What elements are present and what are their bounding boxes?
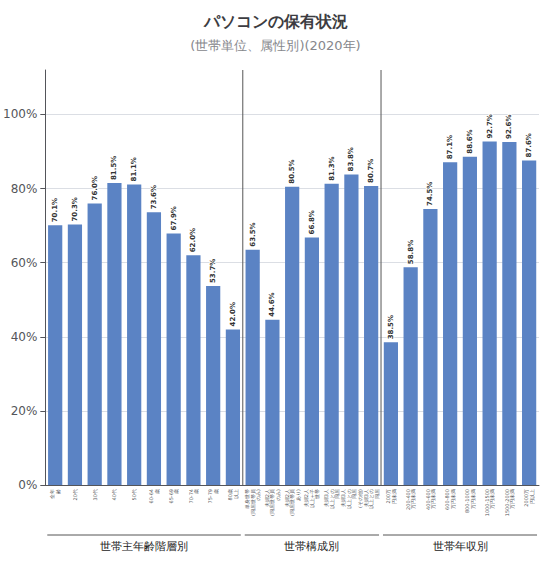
svg-text:92.6%: 92.6% [505,115,513,139]
svg-text:万円未満: 万円未満 [489,489,495,509]
svg-text:66.8%: 66.8% [308,210,316,234]
svg-text:万円未満: 万円未満 [430,489,436,509]
svg-text:(世帯単位、属性別)(2020年): (世帯単位、属性別)(2020年) [190,38,360,53]
svg-text:87.1%: 87.1% [446,135,454,159]
svg-text:万円未満: 万円未満 [410,489,416,509]
svg-text:200万: 200万 [385,489,392,504]
svg-text:100%: 100% [3,107,37,121]
svg-text:80歳: 80歳 [227,489,234,501]
svg-text:世帯: 世帯 [314,489,320,499]
svg-text:81.5%: 81.5% [110,156,118,180]
svg-text:以上: 以上 [233,489,239,499]
svg-text:世帯年収別: 世帯年収別 [433,540,488,553]
svg-text:世帯構成別: 世帯構成別 [284,540,339,553]
svg-text:夫婦2人: 夫婦2人 [283,489,290,508]
svg-text:81.1%: 81.1% [130,157,138,181]
svg-text:44.6%: 44.6% [268,292,276,316]
svg-text:以上+子: 以上+子 [308,489,315,509]
svg-text:53.7%: 53.7% [209,259,217,283]
svg-text:歳: 歳 [173,489,179,494]
svg-text:0%: 0% [18,478,37,492]
svg-text:歳: 歳 [213,489,219,494]
svg-text:夫婦3人: 夫婦3人 [362,489,369,508]
svg-text:40代: 40代 [111,489,117,500]
svg-text:20%: 20% [11,404,38,418]
svg-text:87.6%: 87.6% [525,133,533,157]
svg-text:単身世帯: 単身世帯 [244,489,251,509]
svg-text:1500-2000: 1500-2000 [503,489,510,517]
svg-text:80.5%: 80.5% [288,159,296,183]
svg-text:800-1000: 800-1000 [464,489,471,514]
svg-text:夫婦2人: 夫婦2人 [263,489,270,508]
svg-text:73.6%: 73.6% [150,185,158,209]
svg-text:万円未満: 万円未満 [470,489,476,509]
svg-text:70.1%: 70.1% [51,198,59,222]
svg-text:600-800: 600-800 [444,489,451,510]
svg-text:円未満: 円未満 [391,489,397,504]
svg-text:歳: 歳 [154,489,160,494]
svg-text:92.7%: 92.7% [486,114,494,138]
svg-text:万円未満: 万円未満 [450,489,456,509]
svg-text:70-74: 70-74 [187,489,194,504]
svg-text:62.0%: 62.0% [189,228,197,252]
svg-text:(同居世帯員: (同居世帯員 [289,489,296,516]
svg-text:20代: 20代 [72,489,78,500]
svg-text:同居: 同居 [351,489,358,499]
svg-text:76.0%: 76.0% [91,176,99,200]
svg-text:2000万: 2000万 [523,489,530,507]
svg-text:齢: 齢 [55,489,61,494]
svg-text:63.5%: 63.5% [249,222,257,246]
svg-text:1000-1500: 1000-1500 [483,489,490,517]
svg-text:65-69: 65-69 [167,489,174,504]
svg-text:夫婦2人: 夫婦2人 [303,489,310,508]
svg-text:のみ): のみ) [255,489,261,501]
svg-text:42.0%: 42.0% [229,302,237,326]
svg-text:同居: 同居 [374,489,380,499]
svg-text:万円未満: 万円未満 [509,489,515,509]
svg-text:75-79: 75-79 [207,489,214,504]
svg-text:38.5%: 38.5% [387,315,395,339]
svg-text:全年: 全年 [49,489,56,499]
svg-text:夫婦3人: 夫婦3人 [340,489,347,508]
svg-text:70.3%: 70.3% [71,197,79,221]
svg-text:以上との: 以上との [328,489,335,509]
svg-text:のみ): のみ) [275,489,281,501]
svg-text:60-64: 60-64 [148,489,155,504]
svg-text:50代: 50代 [131,489,137,500]
svg-text:83.8%: 83.8% [347,147,355,171]
svg-text:74.5%: 74.5% [426,182,434,206]
svg-text:80%: 80% [11,182,38,196]
svg-text:(同居世帯員: (同居世帯員 [249,489,256,516]
svg-text:(同居世帯員: (同居世帯員 [269,489,276,516]
svg-text:40%: 40% [11,330,38,344]
svg-text:88.6%: 88.6% [466,129,474,153]
svg-text:80.7%: 80.7% [367,159,375,183]
svg-text:歳: 歳 [193,489,199,494]
svg-text:パソコンの保有状況: パソコンの保有状況 [203,12,348,31]
svg-text:60%: 60% [11,256,38,270]
svg-text:400-600: 400-600 [424,489,431,510]
svg-text:夫婦3人: 夫婦3人 [323,489,330,508]
svg-text:200-400: 200-400 [404,489,411,510]
svg-text:67.9%: 67.9% [170,206,178,230]
svg-text:あり): あり) [295,489,301,501]
svg-text:同居: 同居 [334,489,341,499]
svg-text:30代: 30代 [92,489,98,500]
svg-text:58.8%: 58.8% [407,240,415,264]
svg-text:(その他): (その他) [356,489,363,508]
svg-text:世帯主年齢階層別: 世帯主年齢階層別 [100,540,188,553]
svg-text:円以上: 円以上 [529,489,535,504]
svg-text:以上との: 以上との [345,489,352,509]
svg-text:以上との: 以上との [368,489,375,509]
svg-text:81.3%: 81.3% [328,156,336,180]
